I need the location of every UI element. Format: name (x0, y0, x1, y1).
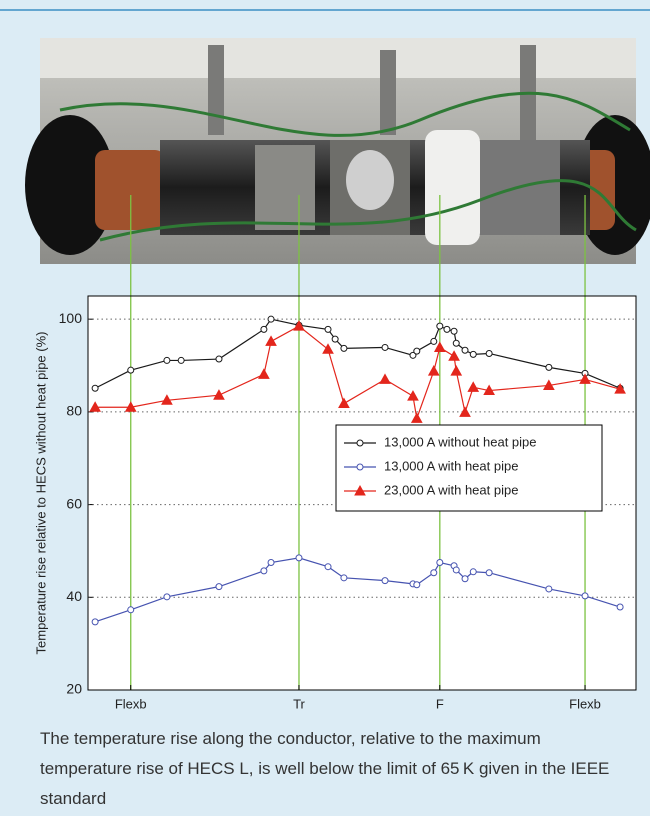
marker (295, 554, 303, 562)
y-tick-label: 60 (66, 495, 82, 511)
legend-label: 13,000 A with heat pipe (384, 458, 518, 473)
marker (461, 575, 469, 583)
y-tick-label: 100 (59, 310, 83, 326)
marker (436, 559, 444, 567)
marker (450, 365, 463, 376)
marker (127, 606, 135, 614)
marker (91, 384, 99, 392)
marker (91, 618, 99, 626)
marker (260, 567, 268, 575)
marker (258, 368, 270, 379)
y-tick-label: 80 (66, 403, 82, 419)
marker (433, 341, 446, 352)
marker (267, 559, 275, 567)
marker (467, 381, 480, 392)
marker (215, 583, 223, 591)
marker (89, 401, 101, 412)
marker (127, 366, 135, 374)
marker (124, 401, 137, 412)
marker (545, 363, 553, 371)
marker (436, 322, 444, 330)
marker (469, 568, 477, 576)
y-tick-label: 20 (66, 681, 82, 697)
marker (260, 325, 268, 333)
series-line (95, 325, 621, 421)
marker (448, 350, 460, 361)
marker (409, 351, 417, 359)
y-axis-title: Temperature rise relative to HECS withou… (33, 332, 48, 655)
marker (543, 379, 555, 390)
marker (450, 327, 458, 335)
marker (161, 394, 173, 405)
marker (213, 389, 225, 400)
marker (452, 339, 460, 347)
marker (379, 373, 391, 384)
legend-label: 13,000 A without heat pipe (384, 434, 537, 449)
marker (340, 344, 348, 352)
x-tick-label: F (436, 696, 444, 711)
marker (215, 355, 223, 363)
marker (459, 406, 471, 417)
marker (322, 343, 334, 354)
marker (354, 484, 366, 496)
marker (338, 397, 350, 409)
marker (356, 463, 364, 471)
marker (430, 337, 438, 345)
caption: The temperature rise along the conductor… (40, 729, 610, 808)
marker (407, 390, 419, 401)
marker (381, 343, 389, 351)
marker (340, 574, 348, 582)
marker (293, 320, 305, 331)
photo (25, 38, 650, 264)
marker (410, 412, 423, 423)
marker (331, 335, 339, 343)
x-tick-label: Tr (293, 696, 305, 711)
marker (381, 577, 389, 585)
series (91, 554, 624, 626)
marker (413, 347, 421, 355)
marker (430, 569, 438, 577)
y-tick-label: 40 (66, 588, 82, 604)
marker (616, 603, 624, 611)
legend-label: 23,000 A with heat pipe (384, 482, 518, 497)
legend-box (335, 424, 603, 512)
marker (265, 335, 277, 346)
marker (163, 356, 171, 364)
marker (469, 350, 477, 358)
marker (579, 373, 591, 384)
marker (267, 315, 275, 323)
marker (324, 563, 332, 571)
marker (581, 592, 589, 600)
marker (485, 349, 493, 357)
marker (485, 569, 493, 577)
plot-frame (87, 295, 637, 691)
marker (545, 585, 553, 593)
marker (427, 365, 440, 376)
marker (163, 593, 171, 601)
marker (452, 566, 460, 574)
marker (483, 384, 495, 396)
marker (356, 439, 364, 447)
marker (461, 346, 469, 354)
series (89, 320, 626, 423)
marker (413, 581, 421, 589)
marker (443, 325, 451, 333)
x-tick-label: Flexb (569, 696, 601, 711)
marker (324, 325, 332, 333)
marker (177, 356, 185, 364)
x-tick-label: Flexb (115, 696, 147, 711)
marker (614, 383, 626, 394)
